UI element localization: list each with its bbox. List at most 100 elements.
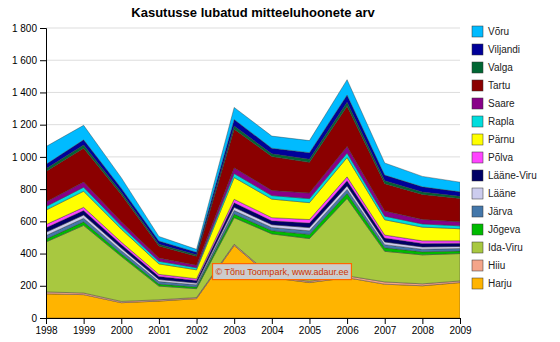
- legend-item: Viljandi: [472, 44, 520, 55]
- legend-label: Jõgeva: [488, 224, 521, 235]
- x-tick-label: 2006: [336, 325, 359, 336]
- x-tick: 2002: [186, 318, 209, 336]
- x-tick-mark: [385, 318, 386, 324]
- legend-label: Pärnu: [488, 134, 515, 145]
- grid-line: [46, 60, 460, 61]
- legend-swatch: [472, 278, 483, 289]
- area: [46, 80, 460, 253]
- legend-label: Valga: [488, 62, 513, 73]
- annotation-text: © Tõnu Toompark, www.adaur.ee: [216, 267, 349, 277]
- y-tick-mark: [40, 157, 46, 158]
- legend-swatch: [472, 134, 483, 145]
- x-tick: 2009: [449, 318, 472, 336]
- x-axis: 1998 1999 2000 2001 2002 2003 2004 2005 2006 2007…: [35, 318, 472, 336]
- legend-swatch: [472, 98, 483, 109]
- grid-line: [46, 28, 460, 29]
- y-axis: 0 200 400 600 800 1 000 1 200 1 400 1 600 1 800: [12, 23, 47, 324]
- legend-item: Rapla: [472, 116, 515, 127]
- y-tick-mark: [40, 125, 46, 126]
- y-tick-label: 200: [20, 280, 37, 291]
- legend-label: Põlva: [488, 152, 513, 163]
- y-tick-mark: [40, 286, 46, 287]
- x-tick-label: 2005: [299, 325, 322, 336]
- legend-swatch: [472, 26, 483, 37]
- legend-label: Ida-Viru: [488, 242, 523, 253]
- legend-item: Saare: [472, 98, 515, 109]
- chart: Kasutusse lubatud mitteeluhoonete arv 199…: [0, 0, 560, 342]
- y-tick: 400: [20, 248, 46, 259]
- y-tick: 0: [31, 313, 46, 324]
- y-tick-label: 1 000: [12, 152, 37, 163]
- legend-swatch: [472, 260, 483, 271]
- x-tick: 2004: [261, 318, 284, 336]
- y-tick-label: 1 800: [12, 23, 37, 34]
- legend-item: Valga: [472, 62, 513, 73]
- legend-item: Harju: [472, 278, 512, 289]
- x-tick: 2008: [412, 318, 435, 336]
- x-tick-mark: [234, 318, 235, 324]
- legend-label: Võru: [488, 26, 509, 37]
- x-tick-label: 2008: [412, 325, 435, 336]
- legend-swatch: [472, 62, 483, 73]
- x-tick-mark: [309, 318, 310, 324]
- y-tick: 1 000: [12, 152, 46, 163]
- y-tick: 1 200: [12, 119, 46, 130]
- plot: 1998199920002001200220032004200520062007…: [12, 23, 472, 336]
- legend-label: Harju: [488, 278, 512, 289]
- x-tick: 2001: [148, 318, 171, 336]
- legend-label: Tartu: [488, 80, 510, 91]
- legend: Võru Viljandi Valga Tartu Saare Rapla Pärnu Põl…: [472, 26, 537, 289]
- y-tick-label: 1 600: [12, 55, 37, 66]
- legend-swatch: [472, 152, 483, 163]
- x-tick-label: 2002: [186, 325, 209, 336]
- y-tick: 200: [20, 280, 46, 291]
- x-tick-mark: [84, 318, 85, 324]
- legend-item: Hiiu: [472, 260, 505, 271]
- legend-label: Hiiu: [488, 260, 505, 271]
- y-tick-label: 800: [20, 184, 37, 195]
- x-tick-label: 2009: [449, 325, 472, 336]
- y-tick: 1 400: [12, 87, 46, 98]
- y-tick: 1 600: [12, 55, 46, 66]
- x-tick-mark: [347, 318, 348, 324]
- x-tick: 2000: [111, 318, 134, 336]
- legend-swatch: [472, 116, 483, 127]
- legend-label: Järva: [488, 206, 513, 217]
- legend-label: Lääne: [488, 188, 516, 199]
- x-tick-mark: [422, 318, 423, 324]
- x-tick: 2005: [299, 318, 322, 336]
- legend-swatch: [472, 170, 483, 181]
- x-tick-label: 2000: [111, 325, 134, 336]
- x-tick-label: 2007: [374, 325, 397, 336]
- legend-item: Võru: [472, 26, 509, 37]
- y-tick-mark: [40, 221, 46, 222]
- legend-label: Viljandi: [488, 44, 520, 55]
- y-tick-label: 400: [20, 248, 37, 259]
- legend-swatch: [472, 242, 483, 253]
- x-tick: 1999: [73, 318, 96, 336]
- legend-item: Pärnu: [472, 134, 515, 145]
- legend-item: Tartu: [472, 80, 510, 91]
- y-tick-label: 0: [31, 313, 37, 324]
- x-tick: 1998: [35, 318, 58, 336]
- legend-item: Põlva: [472, 152, 513, 163]
- legend-swatch: [472, 44, 483, 55]
- annotation: © Tõnu Toompark, www.adaur.ee: [213, 264, 352, 280]
- grid: [46, 28, 460, 318]
- x-tick-label: 2001: [148, 325, 171, 336]
- y-tick: 600: [20, 216, 46, 227]
- x-tick-mark: [272, 318, 273, 324]
- legend-item: Lääne-Viru: [472, 170, 537, 181]
- x-tick-label: 2003: [224, 325, 247, 336]
- title: Kasutusse lubatud mitteeluhoonete arv: [131, 5, 375, 20]
- y-tick-mark: [40, 92, 46, 93]
- x-axis-line: [47, 319, 461, 325]
- x-tick-mark: [159, 318, 160, 324]
- x-tick-label: 1999: [73, 325, 96, 336]
- x-tick-mark: [197, 318, 198, 324]
- legend-item: Jõgeva: [472, 224, 521, 235]
- legend-item: Lääne: [472, 188, 516, 199]
- legend-swatch: [472, 224, 483, 235]
- x-tick: 2003: [224, 318, 247, 336]
- y-tick-mark: [40, 254, 46, 255]
